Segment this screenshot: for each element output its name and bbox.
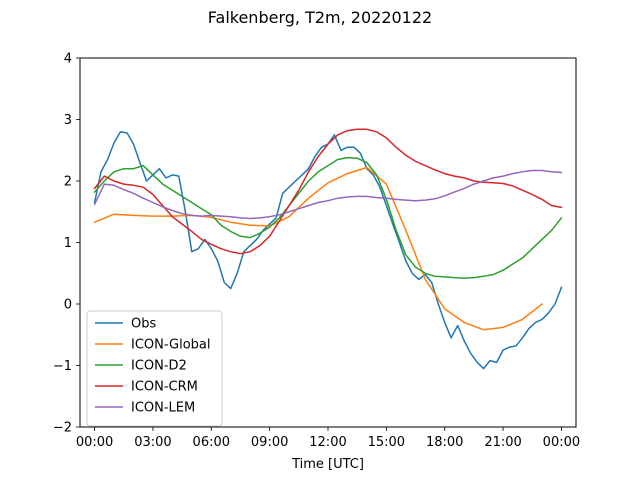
series-layer — [93, 128, 563, 370]
x-axis: 00:00 03:00 06:00 09:00 12:00 15:00 18:00 21:00… — [76, 427, 580, 450]
x-axis-label: Time [UTC] — [291, 457, 364, 472]
y-tick-label: −1 — [53, 359, 72, 374]
y-tick-label: −2 — [53, 421, 72, 436]
series-line-icon-d2 — [93, 156, 563, 279]
x-tick-label: 06:00 — [193, 435, 230, 450]
y-tick-label: 3 — [64, 113, 72, 128]
x-tick-label: 18:00 — [426, 435, 463, 450]
legend-entry-label: ICON-D2 — [131, 359, 187, 374]
legend-box — [86, 310, 223, 427]
x-tick-label: 00:00 — [76, 435, 113, 450]
y-tick-label: 2 — [64, 175, 72, 190]
legend-entry-label: Obs — [131, 317, 156, 332]
legend-entry-label: ICON-Global — [131, 338, 211, 353]
y-tick-label: 1 — [64, 236, 72, 251]
series-line-icon-lem — [93, 169, 563, 220]
y-tick-label: 0 — [64, 298, 72, 313]
x-tick-label: 15:00 — [368, 435, 405, 450]
x-tick-label: 00:00 — [543, 435, 580, 450]
legend-entry-label: ICON-CRM — [131, 380, 198, 395]
x-tick-label: 03:00 — [134, 435, 171, 450]
chart-title: Falkenberg, T2m, 20220122 — [208, 8, 432, 27]
legend: Obs ICON-Global ICON-D2 ICON-CRM ICON-LEM — [86, 310, 223, 427]
legend-entry-label: ICON-LEM — [131, 401, 195, 416]
x-tick-label: 12:00 — [309, 435, 346, 450]
x-tick-label: 09:00 — [251, 435, 288, 450]
series-line-icon-global — [93, 166, 544, 331]
y-axis: −2 −1 0 1 2 3 4 — [53, 52, 80, 436]
y-tick-label: 4 — [64, 52, 72, 67]
series-line-icon-crm — [93, 128, 563, 255]
x-tick-label: 21:00 — [484, 435, 521, 450]
